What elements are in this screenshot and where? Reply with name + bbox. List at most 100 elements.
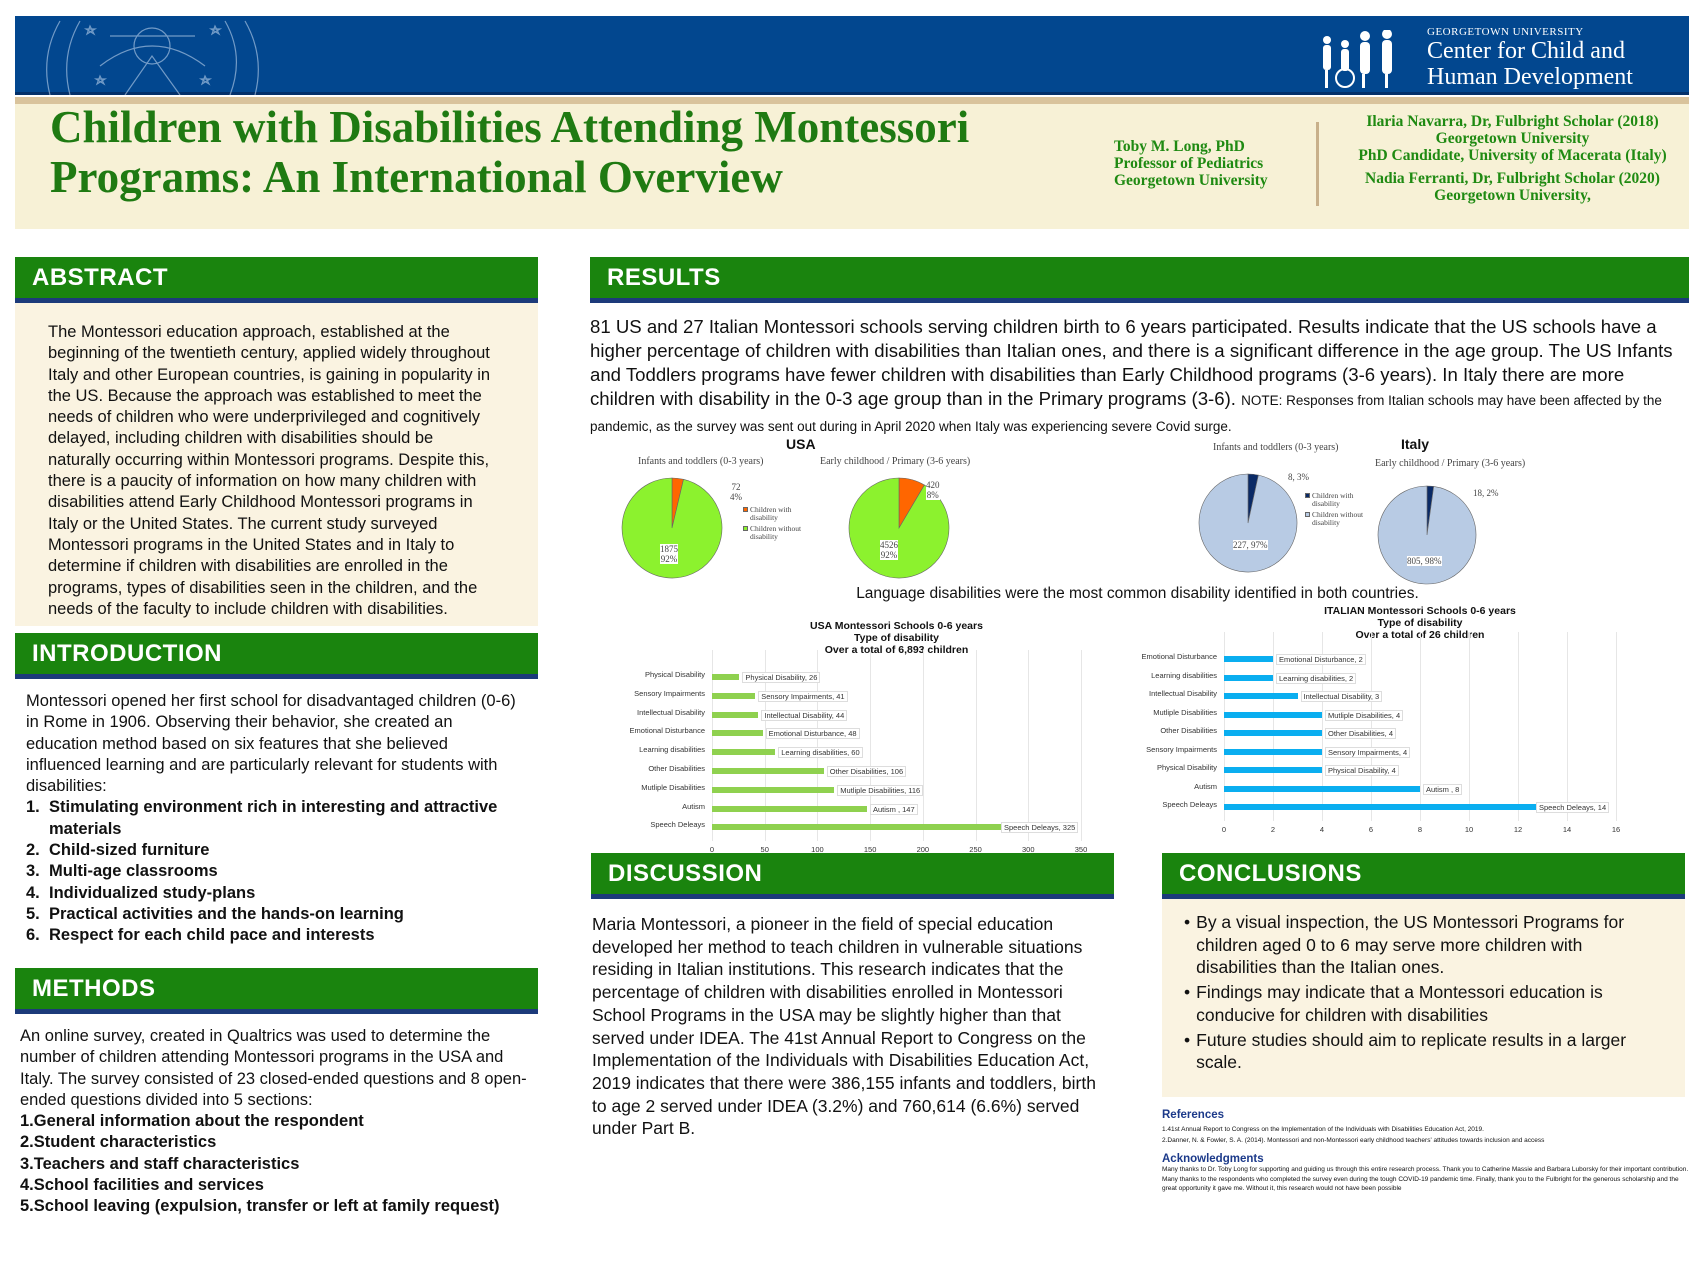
results-note: NOTE: Responses from Italian schools may… <box>590 393 1662 434</box>
usa-label: USA <box>786 436 816 452</box>
bar <box>1224 804 1567 810</box>
gridline <box>1420 632 1421 821</box>
methods-list-item: 3.Teachers and staff characteristics <box>20 1154 300 1173</box>
methods-heading: METHODS <box>15 968 538 1014</box>
introduction-list-item: 2. Child-sized furniture <box>26 840 526 861</box>
y-category-label: Sensory Impairments <box>634 688 705 698</box>
x-tick-label: 150 <box>863 845 877 855</box>
pie-slice-without-disability <box>1198 473 1298 573</box>
introduction-list-item: 1. Stimulating environment rich in intere… <box>26 797 526 840</box>
x-tick-label: 16 <box>1611 824 1621 834</box>
bar-data-label: Emotional Disturbance, 48 <box>765 728 860 740</box>
bar <box>1224 730 1322 736</box>
center-logo: GEORGETOWN UNIVERSITY Center for Child a… <box>1315 22 1685 92</box>
x-tick-label: 250 <box>969 845 982 855</box>
conclusion-item: • Future studies should aim to replicate … <box>1184 1029 1627 1073</box>
x-tick-label: 50 <box>760 845 769 855</box>
author-divider <box>1316 122 1319 206</box>
bar-chart-title: ITALIAN Montessori Schools 0-6 years Type… <box>1324 605 1516 641</box>
bar <box>1224 785 1420 792</box>
bar-data-label: Learning disabilities, 2 <box>1276 672 1357 684</box>
y-category-label: Autism <box>682 801 705 811</box>
y-category-label: Autism <box>1194 781 1217 791</box>
gridline <box>1371 632 1372 821</box>
poster-title: Children with Disabilities Attending Mon… <box>50 102 970 202</box>
conclusion-item: • By a visual inspection, the US Montesso… <box>1184 912 1625 978</box>
bar-chart: USA Montessori Schools 0-6 years Type of … <box>610 620 1100 854</box>
pie-title: Early childhood / Primary (3-6 years) <box>1375 458 1526 469</box>
author-primary: Toby M. Long, PhD Professor of Pediatric… <box>1114 138 1268 189</box>
x-tick-label: 200 <box>916 845 930 855</box>
y-category-label: Other Disabilities <box>1160 726 1217 735</box>
bar <box>712 711 759 718</box>
references-heading: References <box>1162 1109 1225 1121</box>
bar <box>712 768 824 774</box>
gridline <box>1224 632 1225 821</box>
y-category-label: Speech Deleays <box>650 820 705 830</box>
bullet-icon: • <box>1184 912 1191 932</box>
bar-data-label: Speech Deleays, 325 <box>1001 822 1079 834</box>
bar <box>1224 748 1322 755</box>
pie-data-label: 4526 92% <box>880 540 898 560</box>
acknowledgments-text: Many thanks to Dr. Toby Long for support… <box>1162 1166 1689 1192</box>
list-number: 3. <box>26 862 40 881</box>
bar <box>712 692 756 699</box>
gridline <box>1518 632 1519 821</box>
y-category-label: Sensory Impairments <box>1146 744 1217 754</box>
x-tick-label: 4 <box>1319 824 1325 834</box>
y-category-label: Intellectual Disability <box>1149 689 1217 698</box>
gridline <box>817 650 819 842</box>
y-category-label: Mutliple Disabilities <box>641 782 705 792</box>
x-tick-label: 100 <box>811 845 824 855</box>
pie-svg <box>1198 473 1298 573</box>
pie-legend: Children with disability Children without… <box>1305 492 1375 530</box>
introduction-list-item: 4. Individualized study-plans <box>26 883 526 904</box>
gridline <box>1028 650 1030 842</box>
bar-data-label: Intellectual Disability, 44 <box>761 709 848 721</box>
reference-item: 2.Danner, N. & Fowler, S. A. (2014). Mon… <box>1162 1137 1545 1144</box>
conclusions-heading: CONCLUSIONS <box>1162 853 1685 899</box>
bar <box>712 824 1055 831</box>
bar-data-label: Mutliple Disabilities, 116 <box>837 784 924 796</box>
legend-item: Children with disability <box>1305 492 1375 508</box>
bar-data-label: Sensory Impairments, 41 <box>758 690 848 702</box>
bar <box>1224 711 1322 718</box>
pie-svg <box>621 477 723 579</box>
results-heading: RESULTS <box>590 257 1689 303</box>
pie-chart: Infants and toddlers (0-3 years) 8, 3% 227… <box>1195 442 1445 592</box>
y-category-label: Physical Disability <box>644 670 705 679</box>
pie-chart: Infants and toddlers (0-3 years) 72 4% 187… <box>620 446 870 596</box>
legend-item: Children without disability <box>1305 511 1375 527</box>
pie-data-label: 18, 2% <box>1473 488 1499 498</box>
y-category-label: Emotional Disturbance <box>629 726 705 736</box>
divider-stripe <box>15 97 1689 104</box>
title-area <box>15 104 1689 229</box>
discussion-heading: DISCUSSION <box>591 853 1114 899</box>
bar-data-label: Speech Deleays, 14 <box>1536 802 1610 813</box>
y-category-label: Speech Deleays <box>1162 800 1217 809</box>
x-tick-label: 6 <box>1368 824 1374 834</box>
list-number: 2. <box>26 841 40 860</box>
x-tick-label: 0 <box>1221 824 1227 834</box>
bar <box>712 674 740 680</box>
pie-chart: Early childhood / Primary (3-6 years) 18,… <box>1355 450 1605 600</box>
pie-title: Infants and toddlers (0-3 years) <box>1213 442 1339 453</box>
pie-data-label: 420 8% <box>926 480 940 500</box>
bar <box>1224 767 1322 773</box>
pie-slice-without-disability <box>1377 485 1477 585</box>
bar <box>712 730 763 737</box>
gridline <box>1616 632 1617 821</box>
results-text: 81 US and 27 Italian Montessori schools … <box>590 316 1673 434</box>
bar-data-label: Autism , 8 <box>1423 783 1463 795</box>
bar <box>712 749 776 756</box>
gridline <box>764 650 766 842</box>
gridline <box>1469 632 1470 821</box>
bar-data-label: Intellectual Disability, 3 <box>1300 691 1383 702</box>
gridline <box>1567 632 1568 821</box>
x-tick-label: 350 <box>1074 845 1088 855</box>
introduction-text: Montessori opened her first school for d… <box>26 692 516 796</box>
list-number: 4. <box>26 883 40 902</box>
x-tick-label: 14 <box>1562 824 1572 834</box>
methods-list-item: 5.School leaving (expulsion, transfer or… <box>20 1197 500 1216</box>
bar-data-label: Other Disabilities, 106 <box>826 766 907 777</box>
